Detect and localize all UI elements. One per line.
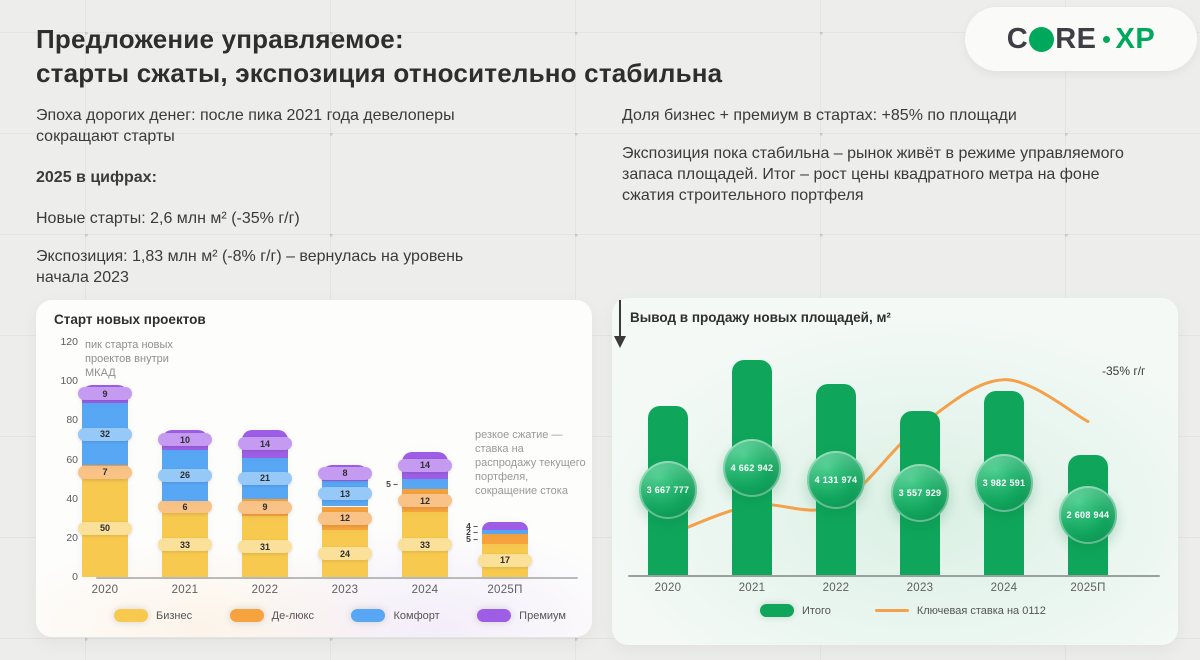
page-title-line2: старты сжаты, экспозиция относительно ст…	[36, 58, 723, 88]
segment-value-label-outside: 4 –	[466, 521, 478, 532]
chart1-annotation-peak: пик старта новых проектов внутри МКАД	[85, 339, 173, 379]
legend-item-business: Бизнес	[114, 609, 192, 622]
chart1-annotation-drop: резкое сжатие — ставка на распродажу тек…	[475, 429, 586, 497]
bar-value-circle: 3 982 591	[975, 454, 1033, 513]
segment-value-pill: 50	[78, 521, 132, 535]
x-tick-label: 2023	[331, 584, 359, 596]
segment-value-pill: 12	[398, 494, 452, 508]
segment-value-pill: 10	[158, 433, 212, 447]
segment-value-pill: 33	[158, 538, 212, 552]
segment-value-pill: 17	[478, 553, 532, 567]
comfort-swatch-icon	[351, 609, 386, 622]
bar-value-circle: 4 131 974	[807, 450, 865, 509]
segment-value-pill: 12	[318, 511, 372, 525]
intro-left-p4: Экспозиция: 1,83 млн м² (-8% г/г) – верн…	[36, 248, 464, 286]
y-tick-label: 20	[66, 531, 78, 544]
intro-left-p3: Новые старты: 2,6 млн м² (-35% г/г)	[36, 210, 300, 227]
x-tick-label: 2020	[654, 582, 682, 594]
y-tick-label: 100	[60, 375, 78, 388]
x-tick-label: 2021	[738, 582, 766, 594]
segment-value-pill: 31	[238, 540, 292, 554]
corexp-logo-text: C RE XP	[1007, 23, 1155, 56]
segment-value-pill: 32	[78, 427, 132, 441]
y-tick-label: 60	[66, 453, 78, 466]
intro-right-p2: Экспозиция пока стабильна – рынок живёт …	[622, 145, 1124, 204]
intro-left-column: Эпоха дорогих денег: после пика 2021 год…	[36, 105, 506, 305]
bar-value-circle: 4 662 942	[723, 438, 781, 497]
intro-right-column: Доля бизнес + премиум в стартах: +85% по…	[622, 105, 1142, 223]
chart2-annotation-drop: -35% г/г	[1102, 364, 1146, 378]
x-tick-label: 2020	[91, 584, 119, 596]
chart1-plot: пик старта новых проектов внутри МКАД ре…	[36, 300, 592, 637]
chart-new-projects-card: Старт новых проектов пик старта новых пр…	[36, 300, 592, 637]
bar-value-circle: 3 667 777	[639, 461, 697, 520]
logo-dot-icon	[1102, 35, 1110, 43]
x-tick-label: 2024	[990, 582, 1018, 594]
x-tick-label: 2025П	[1070, 582, 1106, 594]
bar-value-circle: 3 557 929	[891, 463, 949, 522]
x-tick-label: 2022	[822, 582, 850, 594]
chart1-legend: Бизнес Де-люкс Комфорт Премиум	[114, 609, 566, 622]
x-tick-label: 2025П	[487, 584, 523, 596]
chart2-legend: Итого Ключевая ставка на 0112	[760, 604, 1046, 617]
x-tick-label: 2022	[251, 584, 279, 596]
segment-value-pill: 24	[318, 547, 372, 560]
logo-o-disc-icon	[1029, 26, 1055, 52]
intro-left-p1: Эпоха дорогих денег: после пика 2021 год…	[36, 107, 455, 145]
segment-value-pill: 7	[78, 465, 132, 479]
bar-segment	[482, 530, 528, 534]
chart1-title: Старт новых проектов	[54, 312, 206, 327]
logo-letters-xp: XP	[1115, 22, 1156, 55]
x-tick-label: 2024	[411, 584, 439, 596]
bar-segment	[482, 533, 528, 544]
segment-value-pill: 14	[398, 458, 452, 472]
legend-item-premium: Премиум	[477, 609, 566, 622]
segment-value-pill: 13	[318, 487, 372, 501]
legend-item-key-rate: Ключевая ставка на 0112	[874, 605, 1046, 617]
bar-segment	[482, 522, 528, 530]
page-title-line1: Предложение управляемое:	[36, 24, 404, 54]
down-arrow-icon	[614, 300, 626, 348]
y-tick-label: 0	[72, 571, 78, 583]
segment-value-pill: 9	[238, 500, 292, 514]
segment-value-pill: 14	[238, 437, 292, 451]
logo-letter-c: C	[1006, 22, 1029, 55]
x-axis-line	[628, 575, 1160, 577]
segment-value-pill: 8	[318, 466, 372, 480]
corexp-logo: C RE XP	[965, 7, 1197, 71]
segment-value-label-outside: 5 –	[386, 478, 398, 489]
bar-value-circle: 2 608 944	[1059, 485, 1117, 544]
bar-segment	[402, 479, 448, 489]
key-rate-swatch-icon	[874, 609, 909, 612]
chart2-plot: -35% г/г 2020 2021 2022 2023 2024 2025П 3 667 …	[612, 298, 1178, 645]
intro-left-p2: 2025 в цифрах:	[36, 169, 157, 186]
y-tick-label: 40	[66, 492, 78, 505]
x-tick-label: 2023	[906, 582, 934, 594]
segment-value-pill: 6	[158, 500, 212, 513]
chart-sales-output-card: Вывод в продажу новых площадей, м² -35% …	[612, 298, 1178, 645]
legend-item-comfort: Комфорт	[351, 609, 440, 622]
segment-value-pill: 33	[398, 538, 452, 552]
segment-value-pill: 9	[78, 387, 132, 401]
x-axis-line	[96, 577, 578, 579]
segment-value-label-outside: 2 –	[466, 526, 478, 537]
legend-item-total: Итого	[760, 604, 831, 617]
x-tick-label: 2021	[171, 584, 199, 596]
segment-value-label-outside: 5 –	[466, 533, 478, 544]
premium-swatch-icon	[477, 609, 512, 622]
legend-item-deluxe: Де-люкс	[229, 609, 314, 622]
deluxe-swatch-icon	[229, 609, 264, 622]
page-title: Предложение управляемое: старты сжаты, э…	[36, 22, 722, 90]
y-tick-label: 80	[66, 414, 78, 427]
total-swatch-icon	[760, 604, 794, 617]
chart2-title: Вывод в продажу новых площадей, м²	[630, 310, 891, 325]
y-tick-label: 120	[60, 336, 78, 348]
business-swatch-icon	[114, 609, 148, 622]
intro-right-p1: Доля бизнес + премиум в стартах: +85% по…	[622, 107, 1017, 124]
logo-letters-re: RE	[1055, 22, 1097, 55]
segment-value-pill: 21	[238, 471, 292, 485]
segment-value-pill: 26	[158, 468, 212, 482]
